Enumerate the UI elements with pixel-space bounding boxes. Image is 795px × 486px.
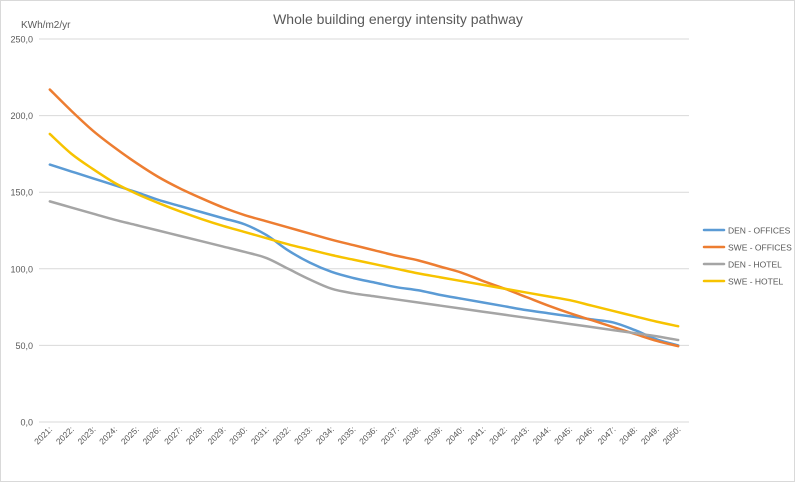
gridlines (39, 38, 689, 423)
x-tick-label: 2028: (184, 424, 206, 446)
series-lines (48, 88, 680, 348)
series-line-swe-offices (48, 88, 680, 348)
x-tick-label: 2036: (357, 424, 379, 446)
y-tick-label: 0,0 (20, 418, 33, 428)
x-tick-label: 2021: (32, 424, 54, 446)
x-tick-label: 2039: (422, 424, 444, 446)
x-tick-label: 2040: (444, 424, 466, 446)
legend-label-den-hotel: DEN - HOTEL (728, 260, 782, 270)
y-tick-label: 50,0 (15, 341, 33, 351)
x-tick-label: 2045: (552, 424, 574, 446)
y-axis-label: KWh/m2/yr (21, 20, 71, 31)
x-tick-label: 2043: (509, 424, 531, 446)
x-tick-label: 2041: (465, 424, 487, 446)
series-line-swe-hotel (48, 132, 680, 328)
series-line-den-offices (48, 163, 680, 347)
x-tick-label: 2034: (314, 424, 336, 446)
x-tick-label: 2035: (335, 424, 357, 446)
x-tick-label: 2048: (617, 424, 639, 446)
y-tick-labels: 0,0 50,0 100,0 150,0 200,0 250,0 (10, 35, 33, 428)
x-tick-label: 2046: (574, 424, 596, 446)
x-tick-label: 2033: (292, 424, 314, 446)
x-tick-label: 2024: (97, 424, 119, 446)
legend: DEN - OFFICES SWE - OFFICES DEN - HOTEL SWE… (702, 226, 792, 287)
x-tick-label: 2042: (487, 424, 509, 446)
y-tick-label: 250,0 (10, 35, 33, 45)
x-tick-label: 2027: (162, 424, 184, 446)
x-tick-label: 2025: (119, 424, 141, 446)
x-tick-label: 2029: (205, 424, 227, 446)
legend-label-swe-hotel: SWE - HOTEL (728, 277, 784, 287)
x-tick-label: 2026: (140, 424, 162, 446)
x-tick-label: 2037: (379, 424, 401, 446)
x-tick-label: 2038: (400, 424, 422, 446)
x-tick-labels: 2021: 2022: 2023: 2024: 2025: 2026: 2027: 2028:… (32, 424, 682, 446)
x-tick-label: 2023: (75, 424, 97, 446)
x-tick-label: 2030: (227, 424, 249, 446)
legend-label-den-offices: DEN - OFFICES (728, 226, 791, 236)
legend-label-swe-offices: SWE - OFFICES (728, 243, 792, 253)
x-tick-label: 2047: (595, 424, 617, 446)
x-tick-label: 2049: (639, 424, 661, 446)
x-tick-label: 2044: (530, 424, 552, 446)
x-tick-label: 2022: (54, 424, 76, 446)
x-tick-label: 2050: (660, 424, 682, 446)
y-tick-label: 200,0 (10, 111, 33, 121)
y-tick-label: 150,0 (10, 188, 33, 198)
series-line-den-hotel (48, 200, 680, 342)
chart-title: Whole building energy intensity pathway (273, 11, 523, 27)
x-tick-label: 2031: (249, 424, 271, 446)
y-tick-label: 100,0 (10, 264, 33, 274)
x-tick-label: 2032: (270, 424, 292, 446)
